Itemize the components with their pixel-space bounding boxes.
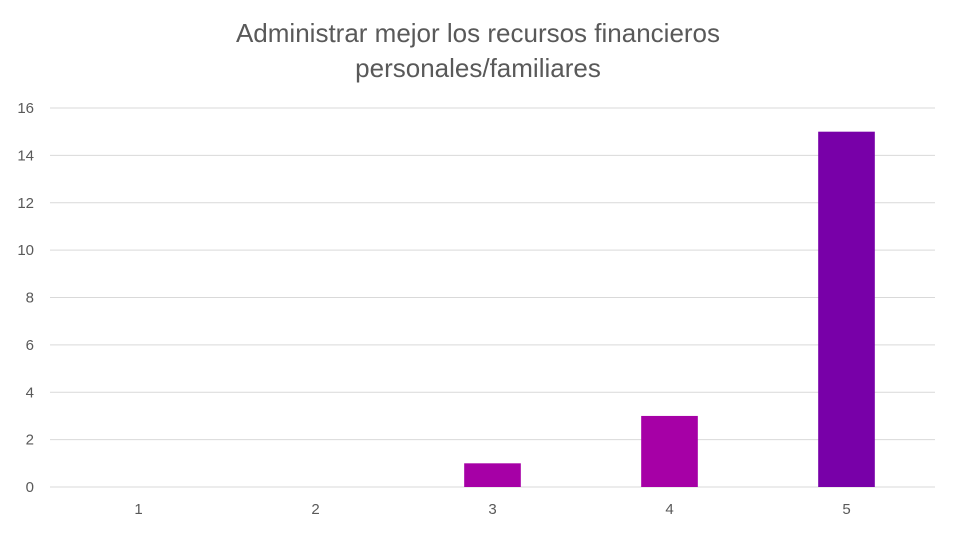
y-tick-label-10: 10 xyxy=(17,242,34,259)
bar-3 xyxy=(464,463,521,487)
y-tick-label-2: 2 xyxy=(26,432,34,449)
bars xyxy=(464,131,875,487)
chart-title-line-2: personales/familiares xyxy=(355,53,601,83)
chart-title-line-1: Administrar mejor los recursos financier… xyxy=(236,18,720,48)
gridlines xyxy=(50,107,935,488)
y-tick-label-8: 8 xyxy=(26,290,34,307)
x-tick-label-3: 3 xyxy=(488,501,496,518)
bar-5 xyxy=(818,131,875,487)
y-tick-label-16: 16 xyxy=(17,100,34,117)
bar-4 xyxy=(641,415,698,487)
y-tick-label-12: 12 xyxy=(17,195,34,212)
y-tick-label-6: 6 xyxy=(26,337,34,354)
y-axis-tick-labels: 0 2 4 6 8 10 12 14 16 xyxy=(17,100,34,496)
x-tick-label-1: 1 xyxy=(134,501,142,518)
x-tick-label-4: 4 xyxy=(665,501,673,518)
x-tick-label-2: 2 xyxy=(311,501,319,518)
y-tick-label-0: 0 xyxy=(26,479,34,496)
x-tick-label-5: 5 xyxy=(842,501,850,518)
y-tick-label-4: 4 xyxy=(26,384,34,401)
x-axis-tick-labels: 1 2 3 4 5 xyxy=(134,501,850,518)
y-tick-label-14: 14 xyxy=(17,147,34,164)
